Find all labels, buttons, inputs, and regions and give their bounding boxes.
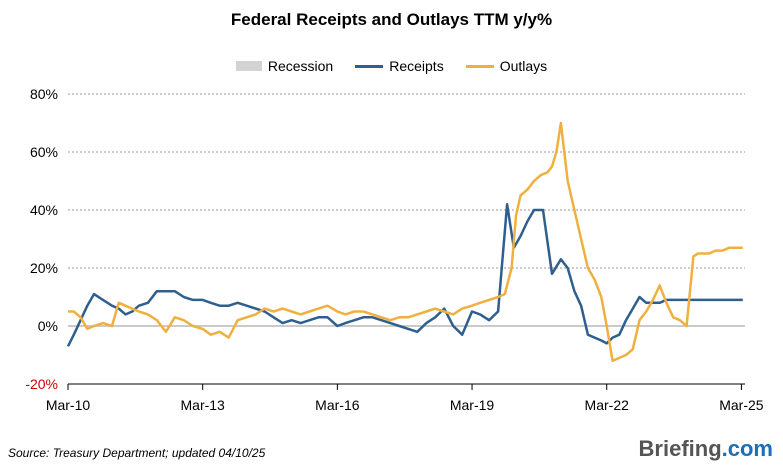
- y-tick-label: 20%: [30, 260, 58, 276]
- y-tick-label: -20%: [25, 376, 58, 392]
- legend-swatch-outlays: [465, 64, 494, 68]
- legend-item-outlays: Outlays: [465, 58, 548, 74]
- legend-swatch-recession: [235, 61, 262, 71]
- x-tick-label: Mar-10: [46, 397, 91, 413]
- x-tick-label: Mar-16: [315, 397, 360, 413]
- legend-label-outlays: Outlays: [499, 58, 548, 74]
- briefing-logo: Briefing.com: [638, 436, 773, 461]
- legend-item-recession: Recession: [235, 58, 334, 74]
- y-tick-label: 40%: [30, 202, 58, 218]
- series-line-outlays: [68, 121, 743, 363]
- legend-item-receipts: Receipts: [355, 58, 444, 74]
- legend: Recession Receipts Outlays: [0, 58, 783, 74]
- x-tick-label: Mar-13: [181, 397, 226, 413]
- y-tick-label: 0%: [38, 318, 58, 334]
- chart-title: Federal Receipts and Outlays TTM y/y%: [230, 10, 553, 29]
- x-tick-label: Mar-22: [585, 397, 630, 413]
- source-note: Source: Treasury Department; updated 04/…: [8, 446, 266, 460]
- y-tick-label: 60%: [30, 144, 58, 160]
- legend-swatch-receipts: [355, 64, 384, 68]
- x-tick-label: Mar-25: [719, 397, 764, 413]
- legend-label-receipts: Receipts: [389, 58, 444, 74]
- series-line-receipts: [66, 202, 743, 347]
- legend-label-recession: Recession: [267, 58, 334, 74]
- x-tick-label: Mar-19: [450, 397, 495, 413]
- y-tick-label: 80%: [30, 86, 58, 102]
